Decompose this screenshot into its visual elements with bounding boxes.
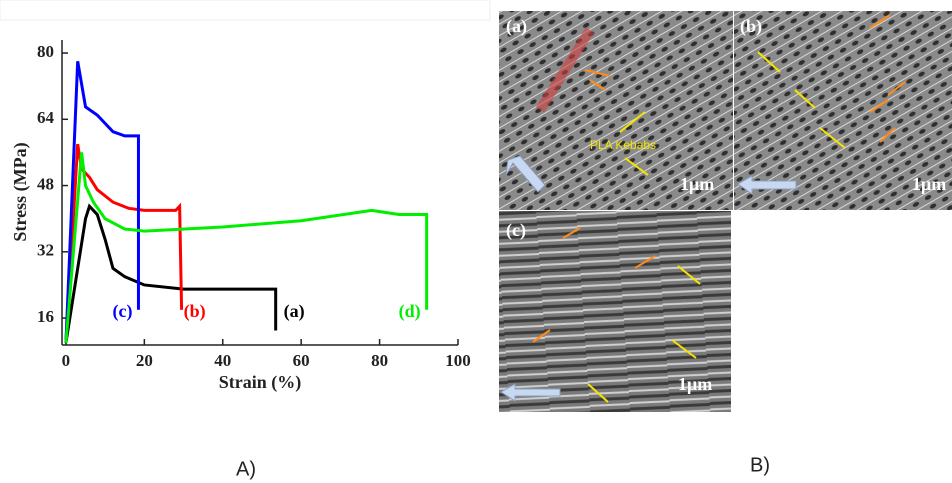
series-label: (a) xyxy=(284,301,305,322)
image-label: (a) xyxy=(506,16,527,37)
y-tick-label: 16 xyxy=(37,307,54,326)
image-label: (b) xyxy=(740,16,762,37)
y-tick-label: 64 xyxy=(37,108,55,127)
x-tick-label: 40 xyxy=(214,351,231,370)
header-box xyxy=(0,0,490,20)
x-tick-label: 80 xyxy=(371,351,388,370)
image-label: (c) xyxy=(506,220,526,241)
x-tick-label: 60 xyxy=(293,351,310,370)
panel-label: B) xyxy=(750,454,770,476)
scale-bar: 1μm xyxy=(680,174,714,194)
y-tick-label: 32 xyxy=(37,241,54,260)
image-annotation: PLA Kebabs xyxy=(590,138,656,152)
sem-images: (a) PLA Kebabs 1μm (b) 1μm (c) 1μm xyxy=(499,11,952,412)
series-label: (d) xyxy=(399,301,421,322)
x-tick-label: 100 xyxy=(445,351,471,370)
scale-bar: 1μm xyxy=(678,374,712,394)
series-label: (b) xyxy=(184,301,206,322)
y-tick-label: 80 xyxy=(37,42,54,61)
x-tick-label: 0 xyxy=(62,351,71,370)
x-axis-label: Strain (%) xyxy=(219,372,302,393)
figure: Strain (%) Stress (MPa) (a) PLA Kebabs 1… xyxy=(0,0,952,483)
y-axis-label: Stress (MPa) xyxy=(10,142,31,241)
scale-bar: 1μm xyxy=(912,174,946,194)
panel-label: A) xyxy=(236,458,256,480)
x-tick-label: 20 xyxy=(136,351,153,370)
series-label: (c) xyxy=(112,301,132,322)
y-tick-label: 48 xyxy=(37,174,54,193)
